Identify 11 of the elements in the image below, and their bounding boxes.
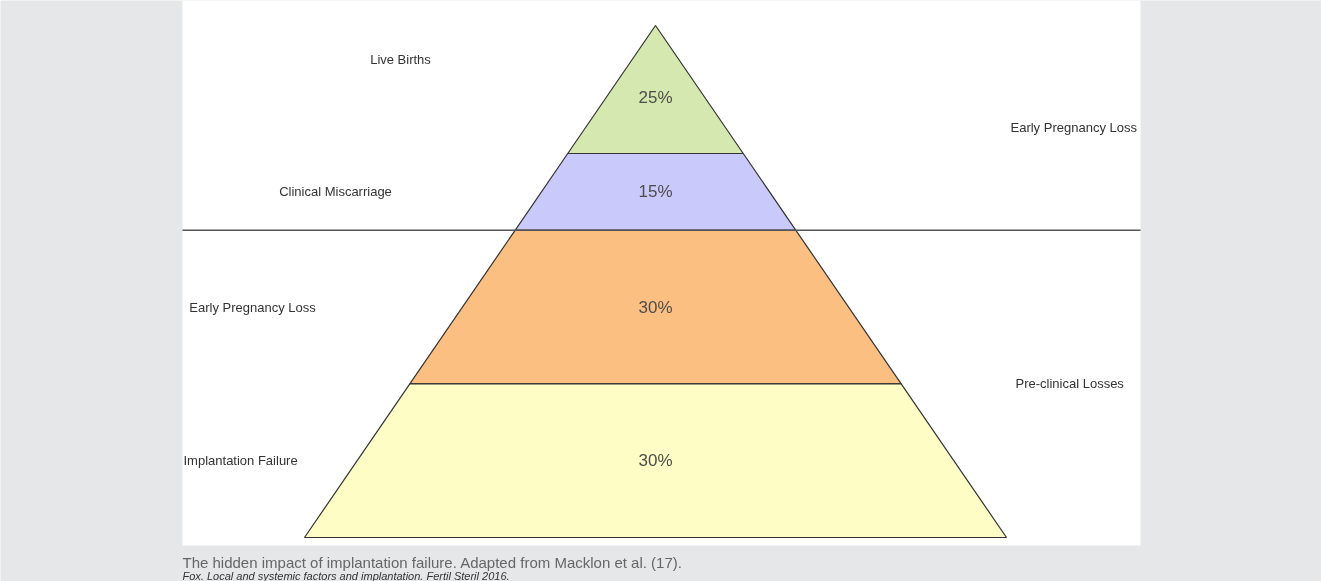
data-label: 25% [638, 88, 673, 107]
category-label: Clinical Miscarriage [279, 184, 392, 200]
data-label: 15% [638, 182, 673, 202]
data-label: 30% [638, 297, 673, 317]
category-label: Implantation Failure [183, 453, 298, 469]
category-label: Live Births [370, 52, 432, 67]
text: The hidden impact of implantation failure. Adapted from Macklon et al. (17). [182, 554, 682, 571]
category-label: Early Pregnancy Loss [189, 299, 317, 315]
text: Pre-clinical Losses [1015, 376, 1125, 392]
text: Early Pregnancy Loss [1010, 120, 1138, 136]
data-label: 30% [638, 451, 673, 471]
